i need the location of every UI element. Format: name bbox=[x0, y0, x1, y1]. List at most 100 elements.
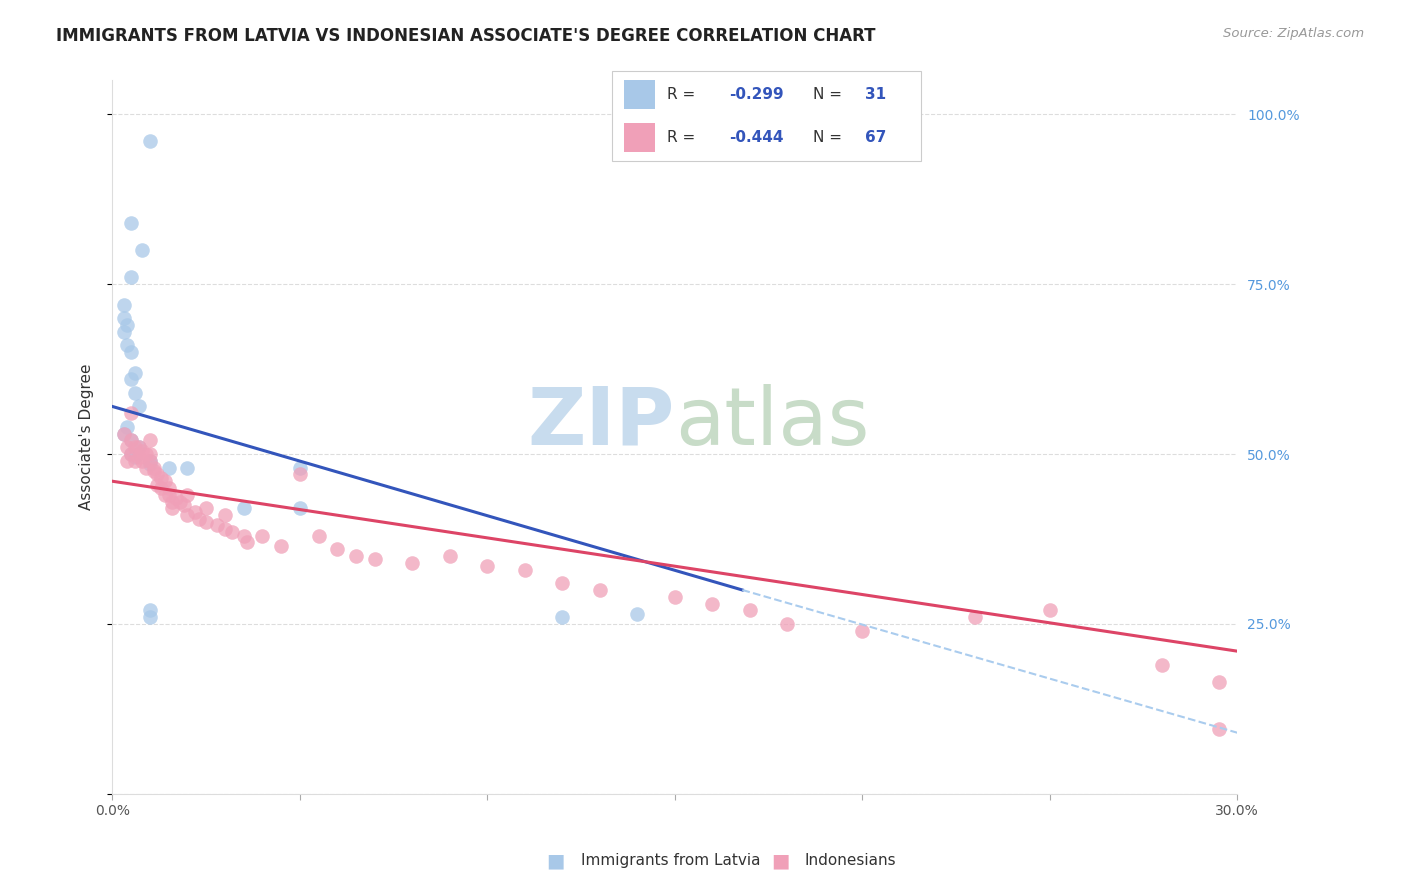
Point bbox=[139, 434, 162, 448]
Point bbox=[232, 501, 254, 516]
Point bbox=[139, 447, 162, 461]
Point bbox=[146, 477, 169, 491]
Point bbox=[288, 501, 311, 516]
Point bbox=[124, 440, 146, 454]
Point bbox=[112, 426, 135, 441]
Point bbox=[364, 552, 387, 566]
Point bbox=[150, 471, 173, 485]
Point bbox=[738, 603, 761, 617]
Point bbox=[236, 535, 259, 549]
Point bbox=[146, 467, 169, 482]
Text: ■: ■ bbox=[770, 851, 790, 871]
Point bbox=[139, 454, 162, 468]
Point bbox=[308, 528, 330, 542]
Point bbox=[589, 582, 612, 597]
Point bbox=[1208, 723, 1230, 737]
Text: 67: 67 bbox=[865, 130, 887, 145]
Point bbox=[176, 460, 198, 475]
Point bbox=[401, 556, 423, 570]
Text: R =: R = bbox=[668, 87, 700, 102]
Point bbox=[176, 508, 198, 523]
Point bbox=[702, 597, 724, 611]
Point bbox=[117, 454, 139, 468]
Point bbox=[139, 457, 162, 471]
Text: -0.444: -0.444 bbox=[730, 130, 783, 145]
Text: Indonesians: Indonesians bbox=[804, 854, 896, 868]
Point bbox=[551, 610, 574, 624]
Text: N =: N = bbox=[813, 87, 846, 102]
Point bbox=[439, 549, 461, 563]
FancyBboxPatch shape bbox=[612, 71, 921, 161]
Point bbox=[176, 488, 198, 502]
Point bbox=[173, 498, 195, 512]
Text: N =: N = bbox=[813, 130, 846, 145]
Point bbox=[135, 460, 157, 475]
Point bbox=[214, 508, 236, 523]
Text: -0.299: -0.299 bbox=[730, 87, 783, 102]
Point bbox=[184, 505, 207, 519]
Point bbox=[139, 603, 162, 617]
Point bbox=[157, 488, 180, 502]
Text: ■: ■ bbox=[546, 851, 565, 871]
Point bbox=[112, 297, 135, 311]
Point bbox=[288, 460, 311, 475]
Point bbox=[117, 440, 139, 454]
Point bbox=[139, 454, 162, 468]
Point bbox=[142, 460, 165, 475]
Point bbox=[252, 528, 274, 542]
Point bbox=[221, 525, 243, 540]
Y-axis label: Associate's Degree: Associate's Degree bbox=[79, 364, 94, 510]
Point bbox=[288, 467, 311, 482]
Point bbox=[1208, 674, 1230, 689]
Point bbox=[157, 481, 180, 495]
Point bbox=[139, 610, 162, 624]
Point bbox=[131, 454, 153, 468]
Point bbox=[232, 528, 254, 542]
Text: atlas: atlas bbox=[675, 384, 869, 462]
Point bbox=[664, 590, 686, 604]
Point bbox=[120, 216, 142, 230]
Point bbox=[124, 366, 146, 380]
Text: IMMIGRANTS FROM LATVIA VS INDONESIAN ASSOCIATE'S DEGREE CORRELATION CHART: IMMIGRANTS FROM LATVIA VS INDONESIAN ASS… bbox=[56, 27, 876, 45]
Point bbox=[551, 576, 574, 591]
Point bbox=[112, 426, 135, 441]
Point bbox=[120, 434, 142, 448]
Point bbox=[169, 494, 191, 508]
Point bbox=[150, 481, 173, 495]
Point bbox=[120, 270, 142, 285]
Point bbox=[128, 450, 150, 465]
Bar bbox=[624, 123, 655, 152]
Point bbox=[139, 135, 162, 149]
Point bbox=[117, 318, 139, 332]
Point bbox=[142, 464, 165, 478]
Point bbox=[963, 610, 986, 624]
Text: ZIP: ZIP bbox=[527, 384, 675, 462]
Point bbox=[153, 475, 176, 489]
Point bbox=[153, 488, 176, 502]
Point bbox=[131, 243, 153, 257]
Point bbox=[124, 385, 146, 400]
Point bbox=[187, 511, 209, 525]
Point bbox=[776, 617, 799, 632]
Point bbox=[195, 515, 218, 529]
Text: R =: R = bbox=[668, 130, 700, 145]
Point bbox=[124, 450, 146, 465]
Point bbox=[120, 447, 142, 461]
Point bbox=[128, 400, 150, 414]
Point bbox=[1152, 657, 1174, 672]
Point bbox=[626, 607, 648, 621]
Point bbox=[120, 434, 142, 448]
Point bbox=[162, 501, 184, 516]
Point bbox=[112, 311, 135, 326]
Point bbox=[120, 406, 142, 420]
Point bbox=[120, 345, 142, 359]
Text: Immigrants from Latvia: Immigrants from Latvia bbox=[581, 854, 761, 868]
Point bbox=[120, 447, 142, 461]
Point bbox=[207, 518, 229, 533]
Point bbox=[344, 549, 367, 563]
Point bbox=[131, 443, 153, 458]
Point bbox=[851, 624, 873, 638]
Point bbox=[157, 460, 180, 475]
Point bbox=[117, 338, 139, 352]
Point bbox=[513, 563, 536, 577]
